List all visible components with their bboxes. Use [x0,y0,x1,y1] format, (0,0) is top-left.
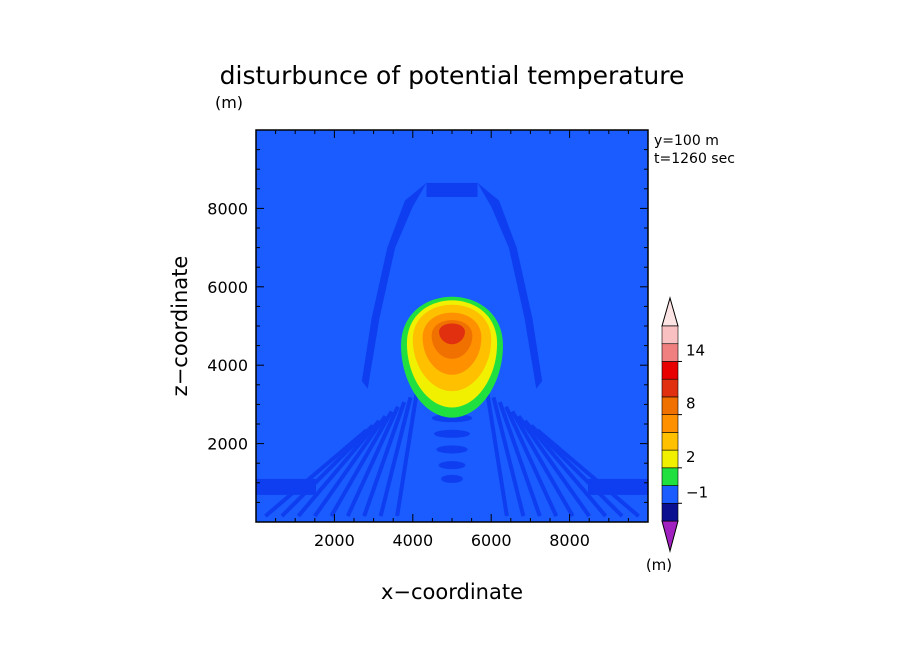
wave-stripe [395,392,419,517]
wave-stripe [497,401,542,517]
y-tick-label: 2000 [207,435,248,454]
colorbar-label: −1 [686,483,708,501]
wave-stripe [345,405,400,517]
wave-stripe [296,419,381,518]
colorbar-swatch [661,485,679,504]
contour-level-5 [439,323,465,345]
x-axis-label: x−coordinate [381,580,523,604]
colorbar-swatch [661,325,679,345]
wave-stripe [517,415,591,518]
colorbar-unit-label: (m) [646,556,672,574]
colorbar-over-triangle [661,296,679,327]
wave-shell [477,182,543,389]
chart-unit-label: (m) [215,93,243,112]
wave-stripe [536,428,640,518]
wave-band [588,478,648,495]
x-tick-label: 6000 [471,531,512,550]
wave-cap [426,182,478,197]
axes: 2000 4000 6000 8000 2000 4000 6000 8000 [207,129,649,550]
colorbar-label: 8 [686,395,696,413]
colorbar-swatch [661,467,679,486]
y-tick-label: 6000 [207,278,248,297]
contour-fills [401,296,503,418]
y-axis-label: z−coordinate [168,256,192,397]
wave-stripe [491,396,526,517]
annotation-t: t=1260 sec [654,151,735,167]
x-tick-label: 8000 [549,531,590,550]
y-tick-label: 4000 [207,356,248,375]
x-tick-label: 2000 [314,531,355,550]
colorbar-swatch [661,449,679,469]
wave-stripe [362,401,407,517]
wave-stripe [523,419,608,518]
wave-stripe [264,428,368,518]
wave-lens [441,474,463,483]
colorbar-label: 2 [686,448,696,466]
wave-stripe [313,415,387,518]
colorbar-swatch [661,432,679,451]
y-tick-label: 8000 [207,199,248,218]
x-tick-label: 4000 [392,531,433,550]
colorbar-swatch [661,414,679,433]
colorbar-label: 14 [686,341,705,359]
wave-band [256,478,316,495]
wave-stripe [529,424,624,518]
colorbar-swatch [661,502,679,522]
colorbar: −1 2 8 14 [661,296,708,553]
colorbar-swatch [661,361,679,380]
wave-stripe [504,405,559,517]
colorbar-swatch [661,378,679,398]
colorbar-under-triangle [661,520,679,553]
wave-stripe [378,396,413,517]
wave-lens [431,414,473,423]
wave-stripe [510,410,575,518]
wave-stripe [329,410,394,518]
chart-title: disturbunce of potential temperature [220,61,685,90]
wave-lens [433,429,471,438]
disturbance-waves [256,182,648,518]
wave-lens [438,461,466,470]
plot-area [256,130,648,522]
wave-lens [436,445,468,454]
wave-stripe [485,392,509,517]
colorbar-swatch [661,343,679,362]
wave-shell [361,182,427,389]
wave-stripe [280,424,375,518]
annotation-y: y=100 m [654,133,719,149]
colorbar-swatch [661,396,679,415]
